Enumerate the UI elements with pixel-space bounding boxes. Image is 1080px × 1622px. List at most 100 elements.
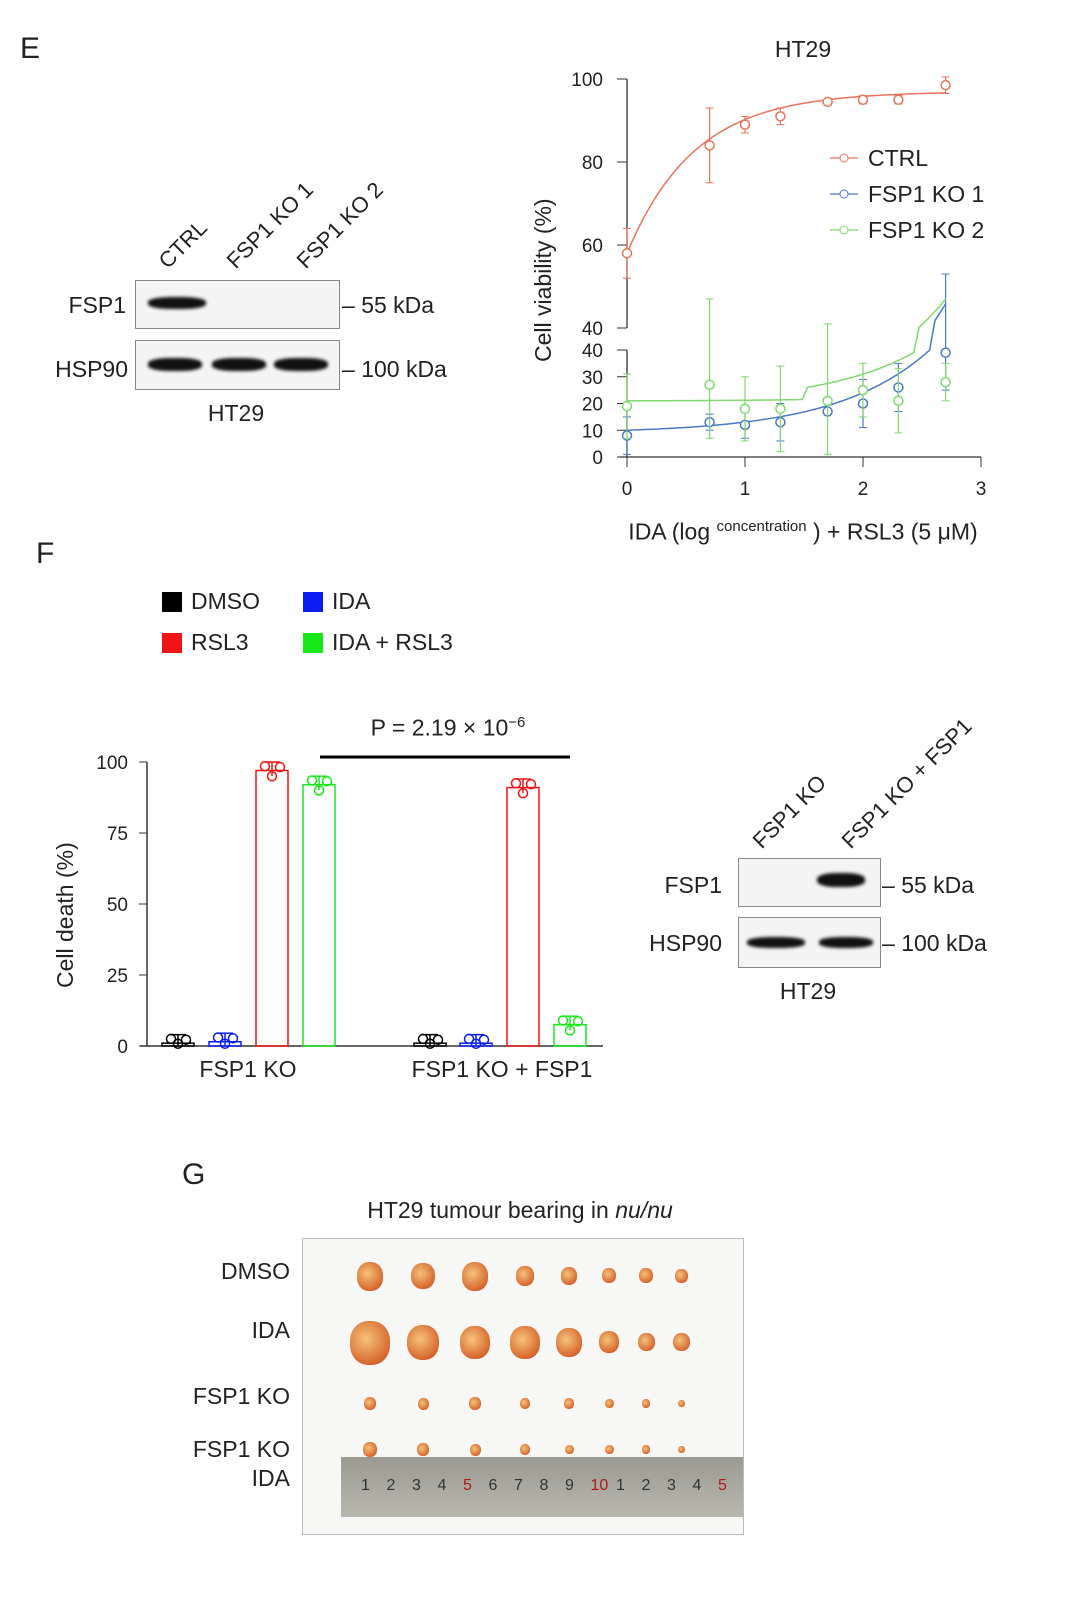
blot-fsp1: [135, 280, 340, 329]
ruler-number: 3: [412, 1477, 421, 1494]
y-tick-label: 40: [582, 319, 603, 340]
data-point: [621, 400, 633, 412]
y-tick-label: 20: [582, 395, 603, 416]
ruler-number: 7: [514, 1477, 523, 1494]
tumour: [637, 1332, 655, 1352]
size-marker: – 55 kDa: [882, 872, 975, 898]
legend-marker: [839, 189, 849, 199]
data-point: [739, 403, 751, 415]
data-point: [775, 111, 786, 122]
size-marker: – 100 kDa: [882, 930, 987, 956]
y-tick-label: 100: [96, 753, 128, 774]
tumour: [462, 1262, 488, 1291]
tumour: [520, 1444, 530, 1455]
y-tick-label: 40: [582, 341, 603, 362]
legend-label: IDA: [332, 588, 371, 614]
panel-label-g: G: [182, 1158, 206, 1191]
panel-label-f: F: [36, 537, 55, 570]
tumour: [642, 1399, 650, 1408]
y-tick-label: 0: [592, 448, 603, 469]
tumour: [516, 1266, 534, 1286]
charts: 40 60 80 100 0 10 20 30 40 0 1 2 3 CTRL FSP1 KO 1 FSP1 …: [96, 70, 987, 1058]
fit-curve-CTRL: [626, 92, 946, 254]
category-label: FSP1 KO: [199, 1056, 297, 1082]
data-point: [822, 395, 833, 407]
legend-marker: [839, 153, 849, 163]
cell-line-label: HT29: [779, 978, 837, 1004]
y-tick-label: 75: [107, 824, 128, 845]
tumour: [417, 1397, 429, 1410]
row-label: IDA: [251, 1465, 290, 1491]
data-point: [822, 96, 833, 108]
data-point: [775, 403, 786, 415]
tumour-photo: 1 2 3 4 5 6 7 8 9 10 1 2 3 4 5: [302, 1238, 744, 1535]
tumour: [469, 1443, 481, 1456]
ruler-number: 2: [641, 1477, 651, 1494]
row-label: IDA: [251, 1317, 290, 1343]
legend-label: FSP1 KO 2: [868, 217, 984, 243]
x-tick-label: 3: [976, 479, 987, 500]
tumour: [677, 1445, 685, 1454]
legend-label: RSL3: [191, 629, 249, 655]
tumour: [604, 1444, 614, 1455]
bar-RSL3: [506, 786, 540, 1047]
ruler-number: 4: [692, 1477, 702, 1494]
tumour: [350, 1321, 390, 1365]
data-point: [557, 1015, 569, 1026]
size-marker: – 55 kDa: [342, 292, 435, 318]
legend-marker: [839, 225, 849, 235]
ruler-number: 5: [463, 1477, 472, 1494]
blot-fsp1: [738, 858, 881, 907]
tumour: [639, 1268, 653, 1284]
data-point: [857, 384, 869, 396]
tumour: [642, 1445, 650, 1454]
tumour: [417, 1443, 429, 1457]
data-point: [940, 79, 951, 91]
tumour: [520, 1398, 530, 1409]
ruler: 1 2 3 4 5 6 7 8 9 10 1 2 3 4 5: [341, 1457, 743, 1517]
row-label: FSP1 KO: [192, 1383, 290, 1409]
ruler-number: 8: [539, 1477, 549, 1494]
data-point: [739, 119, 751, 130]
tumour: [460, 1326, 490, 1359]
tumour: [364, 1397, 376, 1411]
p-value-annotation: P = 2.19 × 10−6: [370, 714, 526, 741]
x-tick-label: 1: [740, 479, 751, 500]
ruler-number: 3: [667, 1477, 676, 1494]
row-label: DMSO: [221, 1258, 290, 1284]
tumour: [411, 1263, 435, 1290]
ruler-number: 10: [590, 1477, 609, 1494]
legend-swatch: [303, 633, 323, 653]
blot-hsp90: [738, 917, 881, 968]
data-point: [621, 248, 633, 259]
tumour-title: HT29 tumour bearing in nu/nu: [367, 1197, 673, 1223]
blot-row-label: FSP1: [68, 292, 126, 318]
data-point: [893, 94, 904, 105]
size-label: 100 kDa: [361, 356, 447, 382]
y-tick-label: 30: [582, 368, 603, 389]
ruler-number: 2: [386, 1477, 396, 1494]
x-tick-label: 0: [622, 479, 633, 500]
y-tick-label: 60: [582, 236, 603, 257]
y-tick-label: 80: [582, 153, 603, 174]
tumour: [564, 1444, 574, 1455]
data-point: [259, 761, 271, 772]
legend-swatch: [162, 592, 182, 612]
y-tick-label: 100: [571, 70, 603, 91]
bar-IDA + RSL3: [302, 783, 336, 1047]
tumour: [469, 1397, 481, 1411]
size-label: 55 kDa: [361, 292, 435, 318]
tumour: [564, 1398, 574, 1409]
legend-label: IDA + RSL3: [332, 629, 453, 655]
fit-curve-FSP1 KO 1: [626, 303, 947, 431]
tumour: [510, 1326, 540, 1359]
tumour: [556, 1328, 582, 1357]
tumour: [604, 1398, 614, 1409]
tumour: [363, 1442, 377, 1458]
row-label: FSP1 KO: [192, 1436, 290, 1462]
tumour: [407, 1325, 439, 1361]
tumour: [602, 1268, 616, 1284]
data-point: [940, 347, 951, 358]
data-point: [857, 94, 869, 105]
